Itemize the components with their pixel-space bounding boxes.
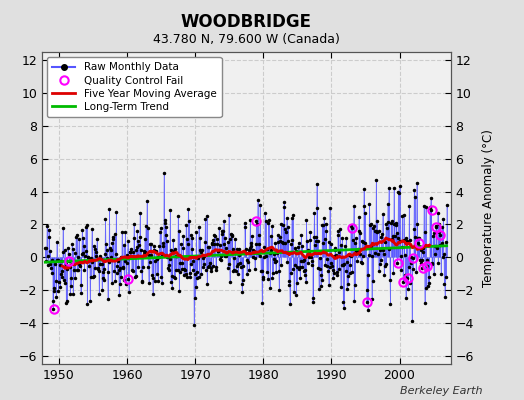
Y-axis label: Temperature Anomaly (°C): Temperature Anomaly (°C)	[482, 129, 495, 287]
Text: Berkeley Earth: Berkeley Earth	[400, 386, 482, 396]
Title: WOODBRIDGE: WOODBRIDGE	[181, 13, 312, 31]
Text: 43.780 N, 79.600 W (Canada): 43.780 N, 79.600 W (Canada)	[153, 33, 340, 46]
Legend: Raw Monthly Data, Quality Control Fail, Five Year Moving Average, Long-Term Tren: Raw Monthly Data, Quality Control Fail, …	[47, 57, 222, 117]
